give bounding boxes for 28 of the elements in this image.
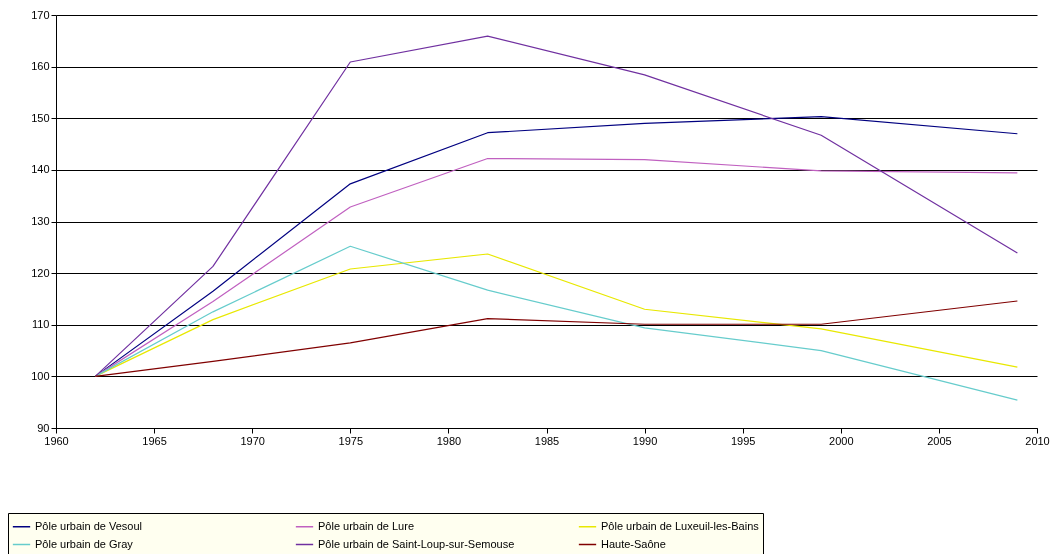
x-tick-label: 1975 xyxy=(338,434,364,447)
x-tick-label: 1995 xyxy=(730,434,756,447)
y-tick-label: 110 xyxy=(31,318,50,331)
line-series xyxy=(94,300,1018,377)
x-tick-label: 2000 xyxy=(829,434,854,447)
legend-label: Pôle urbain de Saint-Loup-sur-Semouse xyxy=(318,537,515,550)
y-tick-label: 90 xyxy=(37,421,50,434)
legend-label: Pôle urbain de Gray xyxy=(35,537,134,550)
x-tick-label: 1990 xyxy=(632,434,658,447)
y-tick-label: 160 xyxy=(31,60,50,73)
x-tick-label: 1970 xyxy=(240,434,265,447)
y-tick-label: 150 xyxy=(31,111,50,124)
x-tick-label: 2005 xyxy=(927,434,952,447)
line-series xyxy=(94,35,1018,377)
legend-label: Pôle urbain de Vesoul xyxy=(35,519,143,532)
x-tick-label: 1980 xyxy=(436,434,462,447)
x-tick-label: 1965 xyxy=(142,434,167,447)
x-tick-label: 1960 xyxy=(44,434,69,447)
legend-label: Pôle urbain de Luxeuil-les-Bains xyxy=(601,519,760,532)
x-tick-label: 1985 xyxy=(534,434,560,447)
y-tick-label: 140 xyxy=(31,163,50,176)
y-tick-label: 130 xyxy=(31,215,50,227)
y-tick-label: 170 xyxy=(31,8,50,21)
legend-label: Pôle urbain de Lure xyxy=(318,519,415,532)
x-tick-label: 2010 xyxy=(1025,434,1050,447)
legend-label: Haute-Saône xyxy=(601,537,666,550)
y-tick-label: 120 xyxy=(31,266,50,279)
y-tick-label: 100 xyxy=(31,369,50,382)
